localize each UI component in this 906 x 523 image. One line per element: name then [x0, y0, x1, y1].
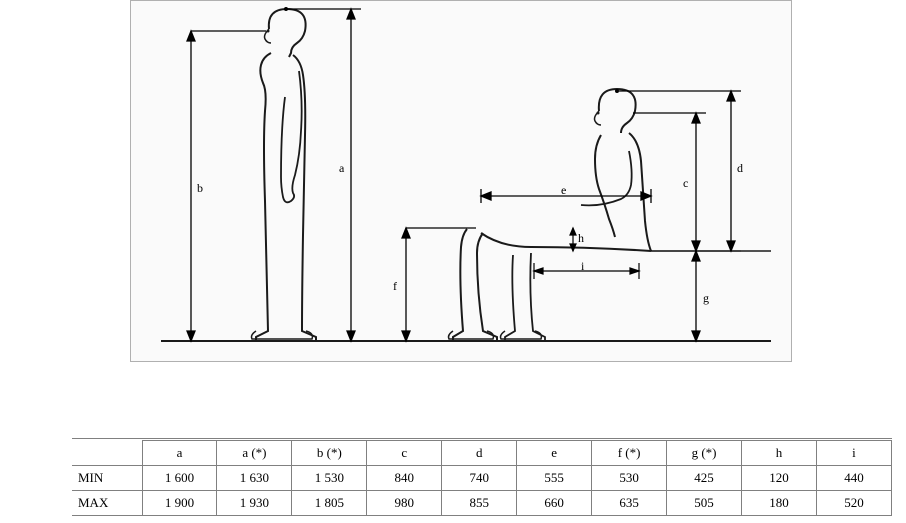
- dimension-f: [402, 228, 476, 341]
- table-header-row: a a (*) b (*) c d e f (*) g (*) h i: [72, 441, 892, 466]
- label-h: h: [578, 231, 584, 246]
- data-table: a a (*) b (*) c d e f (*) g (*) h i MIN …: [72, 440, 892, 516]
- label-c: c: [683, 176, 688, 191]
- header-g-star: g (*): [667, 441, 742, 466]
- cell: 555: [517, 466, 592, 491]
- label-b: b: [197, 181, 203, 196]
- header-d: d: [442, 441, 517, 466]
- row-label-max: MAX: [72, 491, 142, 516]
- cell: 520: [816, 491, 891, 516]
- label-e: e: [561, 183, 566, 198]
- cell: 1 530: [292, 466, 367, 491]
- header-b-star: b (*): [292, 441, 367, 466]
- header-e: e: [517, 441, 592, 466]
- cell: 1 600: [142, 466, 217, 491]
- cell: 1 930: [217, 491, 292, 516]
- cell: 1 805: [292, 491, 367, 516]
- label-g: g: [703, 291, 709, 306]
- header-blank: [72, 441, 142, 466]
- row-label-min: MIN: [72, 466, 142, 491]
- dimension-i: [534, 263, 639, 279]
- table-top-rule: [72, 438, 892, 439]
- anthropometry-diagram: a b c d e f g h i: [130, 0, 792, 362]
- cell: 840: [367, 466, 442, 491]
- cell: 740: [442, 466, 517, 491]
- cell: 440: [816, 466, 891, 491]
- cell: 180: [742, 491, 817, 516]
- cell: 120: [742, 466, 817, 491]
- anthropometry-table: a a (*) b (*) c d e f (*) g (*) h i MIN …: [72, 440, 892, 516]
- cell: 660: [517, 491, 592, 516]
- header-h: h: [742, 441, 817, 466]
- table-row-max: MAX 1 900 1 930 1 805 980 855 660 635 50…: [72, 491, 892, 516]
- diagram-svg: [131, 1, 791, 361]
- dimension-h: [570, 228, 576, 251]
- cell: 505: [667, 491, 742, 516]
- dimension-g: [692, 251, 700, 341]
- cell: 1 630: [217, 466, 292, 491]
- label-f: f: [393, 279, 397, 294]
- header-a-star: a (*): [217, 441, 292, 466]
- label-d: d: [737, 161, 743, 176]
- header-a: a: [142, 441, 217, 466]
- cell: 980: [367, 491, 442, 516]
- header-i: i: [816, 441, 891, 466]
- label-i: i: [581, 259, 584, 274]
- cell: 635: [592, 491, 667, 516]
- label-a: a: [339, 161, 344, 176]
- cell: 1 900: [142, 491, 217, 516]
- dimension-c: [633, 113, 706, 251]
- dimension-d: [619, 91, 741, 251]
- cell: 425: [667, 466, 742, 491]
- header-c: c: [367, 441, 442, 466]
- cell: 855: [442, 491, 517, 516]
- cell: 530: [592, 466, 667, 491]
- table-row-min: MIN 1 600 1 630 1 530 840 740 555 530 42…: [72, 466, 892, 491]
- header-f-star: f (*): [592, 441, 667, 466]
